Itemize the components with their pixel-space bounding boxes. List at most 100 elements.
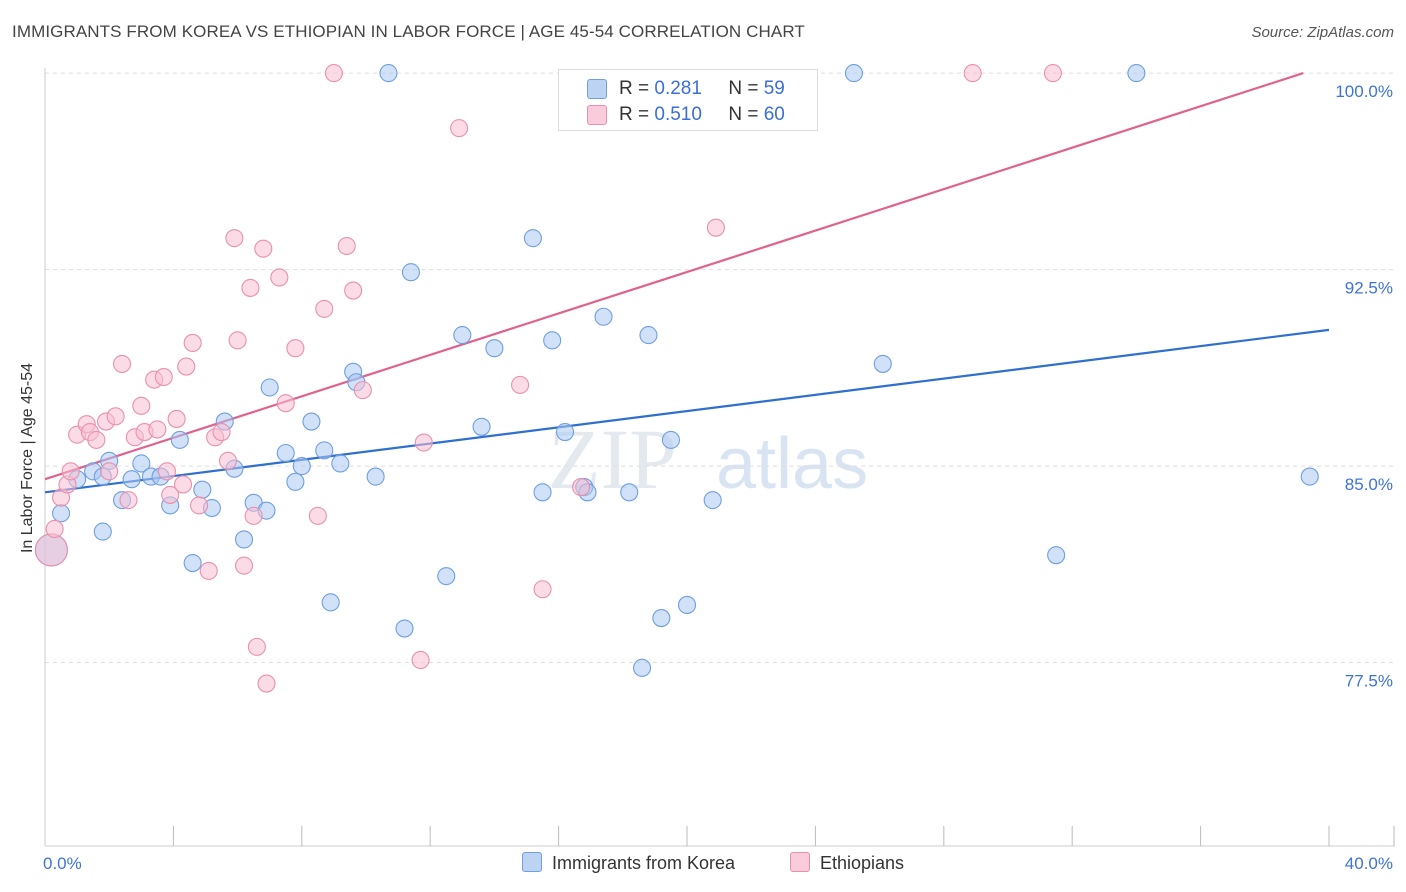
point-ethiopian: [241, 278, 260, 297]
point-ethiopian: [228, 331, 247, 350]
point-korea: [555, 422, 575, 442]
point-ethiopian: [234, 556, 254, 575]
point-korea: [122, 470, 141, 489]
legend-swatch-ethiopians: [587, 105, 607, 125]
point-ethiopian: [132, 396, 151, 415]
point-korea: [395, 619, 414, 638]
point-korea: [276, 443, 295, 463]
point-korea: [437, 567, 456, 586]
point-ethiopian: [212, 422, 231, 442]
point-korea: [321, 593, 340, 612]
legend-eth-r-label: R =: [619, 104, 650, 125]
point-korea: [286, 472, 305, 491]
point-ethiopian: [167, 409, 186, 428]
correlation-legend: R = 0.281 N = 59 R = 0.510 N = 60: [558, 69, 818, 131]
point-korea: [234, 530, 254, 549]
watermark: ZIP atlas: [548, 411, 868, 507]
point-ethiopian: [87, 430, 106, 449]
point-korea: [639, 326, 658, 345]
point-ethiopian: [511, 375, 530, 394]
point-korea: [677, 595, 697, 615]
legend-korea-r-value: 0.281: [654, 78, 702, 99]
point-korea: [193, 480, 212, 499]
bottom-legend-label-ethiopians: Ethiopians: [820, 853, 905, 873]
point-korea: [652, 609, 671, 628]
point-ethiopian: [450, 119, 469, 138]
point-korea: [523, 229, 542, 248]
point-ethiopian: [572, 478, 591, 497]
legend-korea-n-label: N =: [728, 78, 759, 99]
point-korea: [132, 454, 151, 473]
trend-line-ethiopian: [44, 72, 1304, 481]
trend-line-korea: [44, 328, 1330, 494]
point-ethiopian: [106, 407, 125, 426]
legend-eth-n-value: 60: [763, 104, 785, 125]
point-ethiopian: [157, 462, 177, 481]
point-ethiopian: [173, 475, 193, 494]
point-korea: [51, 504, 71, 523]
point-ethiopian: [254, 239, 273, 258]
point-korea: [302, 412, 321, 431]
point-korea: [260, 378, 279, 397]
y-tick-label: 100.0%: [1335, 82, 1393, 101]
legend-eth-n-label: N =: [728, 104, 759, 125]
point-ethiopian: [161, 485, 180, 504]
point-ethiopian: [190, 496, 209, 515]
point-ethiopian: [257, 674, 276, 693]
point-ethiopian: [963, 64, 982, 83]
point-ethiopian: [247, 637, 266, 656]
x-tick-label-max: 40.0%: [1345, 854, 1393, 873]
point-ethiopian: [199, 561, 218, 580]
point-korea: [292, 457, 311, 476]
point-korea: [1127, 64, 1146, 83]
point-korea: [472, 417, 491, 436]
point-korea: [533, 483, 552, 502]
point-ethiopian: [286, 339, 305, 358]
point-ethiopian: [315, 299, 334, 318]
x-tick-label-min: 0.0%: [43, 854, 82, 873]
point-ethiopian: [218, 451, 238, 470]
legend-korea-n-value: 59: [763, 78, 785, 99]
tick-labels: 77.5% 85.0% 92.5% 100.0% 0.0% 40.0%: [43, 82, 1393, 873]
point-korea: [1300, 467, 1319, 486]
point-korea: [93, 522, 112, 541]
point-ethiopian: [324, 64, 343, 83]
point-korea: [633, 658, 652, 677]
point-ethiopian: [148, 420, 167, 439]
point-ethiopian: [533, 580, 552, 599]
point-ethiopian: [244, 506, 263, 525]
grid-lines: [45, 72, 1395, 664]
point-korea: [170, 430, 189, 449]
point-ethiopian: [270, 268, 289, 287]
point-korea: [594, 307, 613, 326]
point-korea: [183, 553, 202, 573]
point-korea: [366, 467, 385, 486]
source-note: Source: ZipAtlas.com: [1251, 24, 1394, 41]
point-korea: [401, 263, 420, 282]
point-ethiopian: [112, 354, 132, 373]
point-ethiopian: [411, 650, 430, 670]
point-ethiopian: [337, 236, 356, 256]
y-tick-label: 92.5%: [1345, 279, 1393, 298]
point-korea: [453, 326, 472, 345]
point-ethiopian: [344, 281, 363, 300]
y-tick-label: 85.0%: [1345, 475, 1393, 494]
point-ethiopian: [706, 218, 725, 237]
point-korea: [543, 331, 562, 350]
point-korea: [485, 339, 504, 358]
legend-eth-r-value: 0.510: [654, 104, 702, 125]
point-korea: [1047, 546, 1066, 565]
bottom-legend-swatch-ethiopians: [790, 852, 810, 872]
point-korea: [379, 64, 398, 83]
point-ethiopian: [353, 381, 372, 400]
watermark-atlas: atlas: [716, 424, 868, 504]
legend-swatch-korea: [587, 79, 607, 99]
data-points: [34, 64, 1319, 693]
point-ethiopian: [276, 394, 295, 413]
point-korea: [844, 64, 863, 83]
point-ethiopian: [45, 519, 64, 539]
point-ethiopian: [100, 462, 119, 481]
y-tick-label: 77.5%: [1345, 672, 1393, 691]
point-ethiopian: [183, 333, 202, 353]
point-ethiopian: [34, 533, 68, 567]
